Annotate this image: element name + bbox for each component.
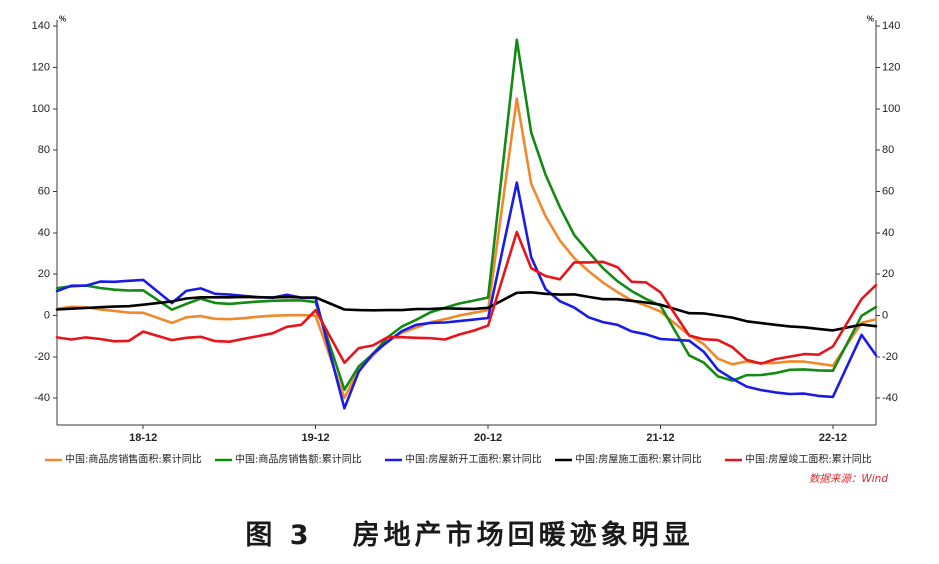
x-tick-label: 21-12 — [646, 432, 674, 444]
y-tick-label-left: 40 — [38, 227, 50, 239]
y-tick-label-right: -40 — [882, 392, 898, 404]
y-tick-label-right: 100 — [882, 103, 900, 115]
x-tick-label: 22-12 — [819, 432, 847, 444]
legend-item: 中国:商品房销售面积:累计同比 — [45, 453, 202, 466]
data-source: 数据来源：Wind — [809, 473, 888, 485]
series-line-4 — [55, 291, 878, 332]
y-tick-label-left: 20 — [38, 268, 50, 280]
y-tick-label-left: 60 — [38, 186, 50, 198]
legend-label: 中国:商品房销售额:累计同比 — [235, 453, 362, 466]
y-tick-label-left: 100 — [32, 103, 50, 115]
figure-label: 图 3 — [245, 519, 313, 551]
series-line-3 — [55, 181, 878, 410]
legend-item: 中国:房屋施工面积:累计同比 — [555, 453, 702, 466]
figure-caption: 图 3 房地产市场回暖迹象明显 — [0, 510, 939, 554]
y-tick-label-right: 140 — [882, 20, 900, 32]
figure-title: 房地产市场回暖迹象明显 — [352, 519, 694, 551]
legend-label: 中国:房屋竣工面积:累计同比 — [745, 453, 872, 466]
y-tick-label-left: 140 — [32, 20, 50, 32]
legend-label: 中国:房屋新开工面积:累计同比 — [405, 453, 542, 466]
y-tick-label-left: 80 — [38, 144, 50, 156]
y-tick-label-right: 20 — [882, 268, 894, 280]
axes — [56, 20, 877, 426]
y-tick-label-left: -40 — [34, 392, 50, 404]
y-tick-label-right: 120 — [882, 62, 900, 74]
y-tick-label-left: 120 — [32, 62, 50, 74]
legend-label: 中国:房屋施工面积:累计同比 — [575, 453, 702, 466]
y-tick-label-right: 60 — [882, 186, 894, 198]
legend-label: 中国:商品房销售面积:累计同比 — [65, 453, 202, 466]
series-line-2 — [55, 38, 878, 391]
y-tick-label-right: 40 — [882, 227, 894, 239]
y-tick-label-right: -20 — [882, 351, 898, 363]
line-chart: % % 140 140 120 120 100 100 80 80 60 60 40 40 20 20 0 0… — [32, 15, 901, 486]
y-tick-label-left: -20 — [34, 351, 50, 363]
y-tick-label-right: 80 — [882, 144, 894, 156]
axis-ticks: 140 140 120 120 100 100 80 80 60 60 40 40 20 20 0 0 -20 -… — [32, 20, 901, 444]
legend-item: 中国:房屋新开工面积:累计同比 — [385, 453, 542, 466]
x-tick-label: 18-12 — [129, 432, 157, 444]
y-unit-left: % — [59, 15, 66, 24]
legend-item: 中国:房屋竣工面积:累计同比 — [725, 453, 872, 466]
series-line-5 — [55, 230, 878, 365]
x-tick-label: 19-12 — [302, 432, 330, 444]
y-tick-label-right: 0 — [882, 310, 888, 322]
y-unit-right: % — [867, 15, 874, 24]
y-tick-label-left: 0 — [44, 310, 50, 322]
legend: 中国:商品房销售面积:累计同比 中国:商品房销售额:累计同比 中国:房屋新开工面积:… — [45, 453, 872, 466]
x-tick-label: 20-12 — [474, 432, 502, 444]
series-lines — [55, 38, 878, 410]
legend-item: 中国:商品房销售额:累计同比 — [215, 453, 362, 466]
series-line-1 — [55, 97, 878, 400]
